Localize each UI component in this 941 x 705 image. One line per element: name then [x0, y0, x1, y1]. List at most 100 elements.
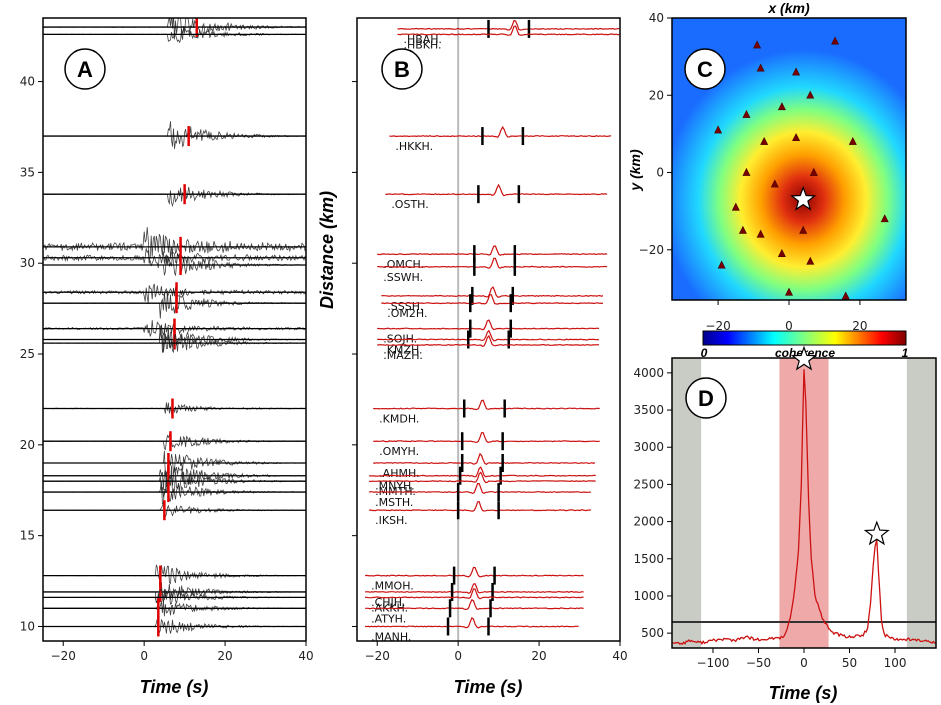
station-label: .OM2H.	[387, 307, 427, 320]
station-triangle	[714, 125, 723, 134]
panel-c-ylabel: y (km)	[627, 149, 643, 192]
station-triangle	[806, 256, 815, 265]
panel-a: −20 0 20 40 10 15 20 25 30 35 40 A Time (s)	[20, 17, 314, 697]
panel-c-axes: −20 0 20 −20 0 20 40	[639, 11, 868, 333]
stacked-trace	[377, 319, 600, 331]
panel-d-xlabel: Time (s)	[769, 683, 838, 703]
panel-b-xlabel: Time (s)	[454, 677, 523, 697]
station-label: .KMDH.	[379, 413, 419, 426]
panel-b-badge-label: B	[394, 57, 410, 82]
y-tick-label: 4000	[633, 366, 664, 380]
stack-series-line	[672, 369, 936, 646]
y-tick-label: −20	[639, 243, 664, 257]
y-tick-label: 1000	[633, 589, 664, 603]
x-tick-label: 0	[454, 649, 462, 663]
station-label: .KMZH.	[383, 343, 422, 356]
x-tick-label: 50	[842, 656, 857, 670]
detection-window	[779, 358, 829, 648]
stacked-trace	[381, 286, 604, 298]
seismogram-trace	[43, 502, 306, 518]
y-tick-label: 20	[649, 88, 664, 102]
epicenter-star	[790, 185, 817, 211]
panel-b-axes: −20 0 20 40	[352, 81, 628, 663]
seismogram-trace	[43, 121, 306, 150]
seismogram-trace	[43, 187, 306, 208]
stacked-trace	[397, 19, 620, 31]
panel-b-frame	[356, 17, 621, 642]
x-tick-label: −20	[705, 319, 730, 333]
panel-a-badge-label: A	[77, 57, 93, 82]
stacked-trace	[368, 482, 591, 495]
detection-star	[790, 345, 818, 371]
x-tick-label: 100	[884, 656, 907, 670]
panel-d-badge-label: D	[698, 386, 714, 411]
y-tick-label: 500	[641, 626, 664, 640]
station-label: .MMOH.	[371, 580, 414, 593]
station-label: .MNYH.	[375, 480, 415, 493]
station-triangle	[777, 248, 786, 257]
x-tick-label: 0	[800, 656, 808, 670]
stacked-trace	[365, 566, 584, 578]
panel-a-axes: −20 0 20 40 10 15 20 25 30 35 40	[20, 75, 314, 663]
x-tick-label: 40	[298, 649, 313, 663]
station-label: .ATYH.	[371, 612, 406, 625]
y-tick-label: 15	[20, 529, 35, 543]
colorbar-max-label: 1	[902, 346, 909, 360]
seismogram-trace	[43, 283, 306, 304]
stacked-trace	[365, 588, 584, 600]
colorbar-min-label: 0	[701, 346, 708, 360]
y-tick-label: 2500	[633, 477, 664, 491]
stacked-trace	[365, 598, 584, 611]
stacked-trace	[373, 399, 600, 411]
stacked-trace	[377, 257, 608, 269]
station-triangle	[717, 260, 726, 269]
x-tick-label: −50	[746, 656, 771, 670]
seismogram-trace	[43, 450, 306, 478]
y-tick-label: 2000	[633, 515, 664, 529]
stacked-trace	[369, 501, 591, 512]
panel-c-xlabel: x (km)	[767, 0, 810, 16]
station-triangle	[792, 133, 801, 142]
x-tick-label: −20	[51, 649, 76, 663]
detection-star	[863, 520, 890, 546]
panel-b-ylabel: Distance (km)	[317, 191, 337, 309]
stacked-trace	[385, 183, 608, 197]
x-tick-label: 20	[531, 649, 546, 663]
station-label: .HKKH.	[395, 140, 433, 153]
x-tick-label: 20	[217, 649, 232, 663]
x-tick-label: 0	[785, 319, 793, 333]
stacked-trace	[397, 25, 620, 36]
y-tick-label: 3000	[633, 440, 664, 454]
panel-c-badge	[684, 48, 726, 90]
y-tick-label: 3500	[633, 403, 664, 417]
stacked-trace	[365, 616, 579, 629]
stacked-trace	[377, 245, 608, 256]
station-triangle	[848, 136, 857, 145]
x-tick-label: −100	[696, 656, 729, 670]
excluded-window	[906, 358, 936, 648]
station-triangle	[809, 167, 818, 176]
x-tick-label: −20	[365, 649, 390, 663]
panel-d: −100 −50 0 50 100 500 1000 1500 2000 2500 3000 3500…	[633, 345, 937, 703]
y-tick-label: 40	[649, 11, 664, 25]
y-tick-label: 1500	[633, 552, 664, 566]
station-triangle	[756, 63, 765, 72]
y-tick-label: 25	[20, 347, 35, 361]
station-label: .CHJH.	[371, 596, 405, 609]
stacked-trace	[381, 293, 604, 305]
y-tick-label: 30	[20, 256, 35, 270]
station-triangle	[785, 287, 793, 296]
station-triangle	[760, 136, 769, 145]
panel-a-badge	[64, 48, 106, 90]
x-tick-label: 40	[612, 649, 627, 663]
panel-d-axes: −100 −50 0 50 100 500 1000 1500 2000 2500 3000 3500…	[633, 345, 907, 670]
station-triangle	[792, 67, 801, 76]
seismogram-trace	[43, 564, 306, 585]
coherence-field	[672, 49, 906, 300]
station-label: .HBKH.	[403, 38, 441, 51]
station-triangle	[738, 225, 747, 234]
panel-d-plot	[672, 358, 936, 648]
panel-a-frame	[42, 17, 307, 642]
station-triangle	[742, 109, 751, 118]
